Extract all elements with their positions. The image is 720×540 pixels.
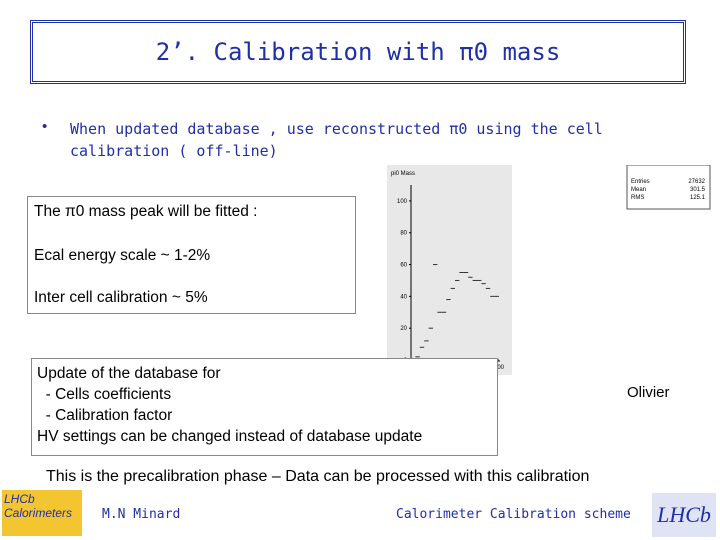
bar <box>481 283 486 285</box>
stat-name: Entries <box>631 179 650 185</box>
stat-value: 27632 <box>688 179 705 185</box>
credit: Olivier <box>627 384 670 401</box>
y-tick-label: 20 <box>400 326 407 332</box>
line: The π0 mass peak will be fitted : <box>34 203 258 220</box>
hist-title: pi0 Mass <box>391 171 415 177</box>
line: Inter cell calibration ~ 5% <box>34 289 208 306</box>
y-tick-label: 60 <box>400 263 407 269</box>
bar <box>472 279 477 281</box>
bar <box>477 279 482 281</box>
bullet: When updated database , use reconstructe… <box>70 120 603 160</box>
stat-value: 125.1 <box>690 195 706 201</box>
box1: The π0 mass peak will be fitted : Ecal e… <box>27 196 356 314</box>
bar <box>455 279 460 281</box>
bar <box>463 272 469 273</box>
bar <box>419 346 425 348</box>
line: - Cells coefficients <box>37 386 172 403</box>
plot-bg <box>387 165 512 375</box>
box2: Update of the database for - Cells coeff… <box>31 358 498 456</box>
logo-right: LHCb <box>652 493 716 537</box>
histogram: pi0 Mass 0204060801000501001502002503003… <box>387 165 711 375</box>
stat-value: 301.5 <box>690 187 706 193</box>
talk: Calorimeter Calibration scheme <box>396 507 631 522</box>
y-tick-label: 40 <box>400 294 407 300</box>
bar <box>490 295 495 297</box>
stats-box <box>626 165 711 210</box>
y-tick-label: 80 <box>400 231 407 237</box>
bar <box>428 327 433 329</box>
bar <box>485 287 491 289</box>
stat-name: Mean <box>631 187 646 193</box>
bar <box>437 311 442 313</box>
bar <box>446 299 451 301</box>
logo-left: LHCb Calorimeters <box>2 490 82 536</box>
stat-name: RMS <box>631 195 644 201</box>
bar <box>459 272 464 273</box>
bar <box>441 311 447 313</box>
line: - Calibration factor <box>37 407 173 424</box>
bar <box>468 276 473 278</box>
bar <box>415 356 420 358</box>
bar <box>494 295 499 297</box>
y-tick-label: 100 <box>397 199 408 205</box>
bar <box>433 264 438 266</box>
author: M.N Minard <box>102 507 181 522</box>
bullet-dot: • <box>42 118 48 135</box>
line: Ecal energy scale ~ 1-2% <box>34 247 211 264</box>
title: 2’. Calibration with π0 mass <box>30 20 686 84</box>
bar <box>424 340 429 342</box>
x-tick-label: 500 <box>494 365 505 371</box>
line: HV settings can be changed instead of da… <box>37 428 423 445</box>
bar <box>450 287 455 289</box>
line: Update of the database for <box>37 365 221 382</box>
note: This is the precalibration phase – Data … <box>46 468 590 485</box>
